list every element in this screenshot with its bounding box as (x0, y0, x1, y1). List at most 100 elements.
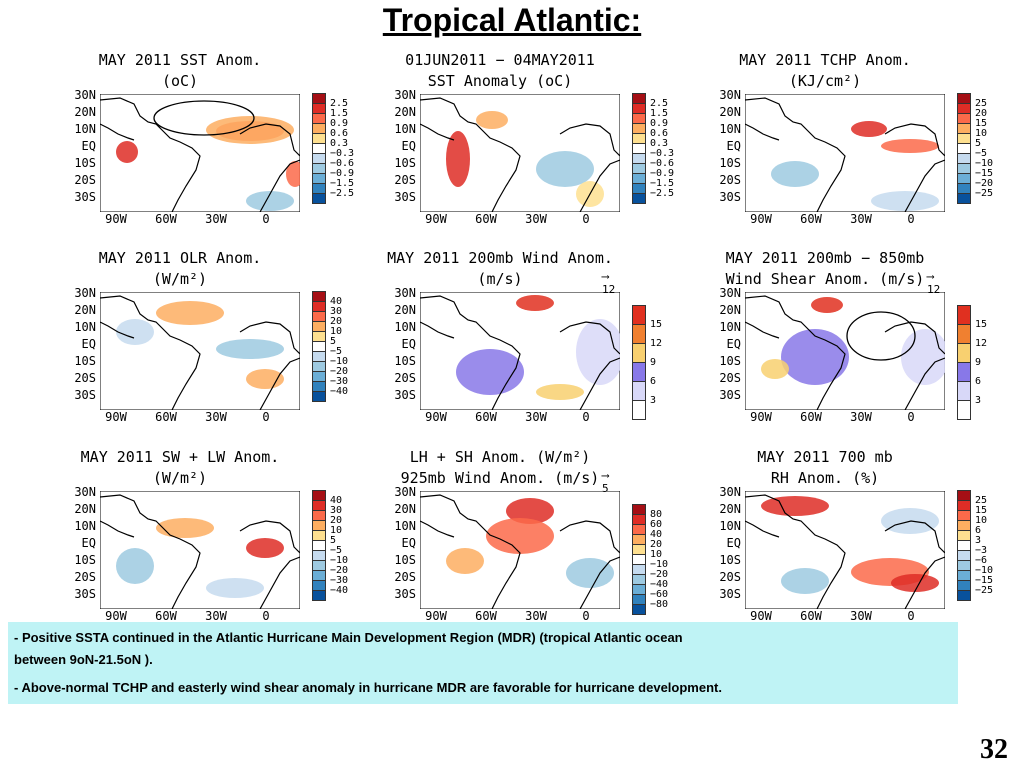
lon-tick-label: 0 (582, 609, 590, 623)
anomaly-map (745, 94, 945, 212)
lat-tick-label: 20S (74, 173, 96, 187)
panel-title: MAY 2011 TCHP Anom. (KJ/cm²) (675, 50, 975, 92)
coastline (420, 97, 620, 212)
colorbar-tick-label: 6 (975, 525, 982, 536)
anomaly-region (871, 191, 939, 211)
anomaly-region (476, 111, 508, 129)
colorbar-swatch (957, 381, 971, 401)
colorbar-tick-label: −60 (650, 589, 669, 600)
anomaly-region (216, 339, 284, 359)
mdr-highlight-circle (153, 100, 255, 136)
lat-tick-label: 20S (719, 371, 741, 385)
colorbar (312, 93, 326, 204)
colorbar-tick-label: 12 (650, 338, 663, 349)
wind-arrow-icon: ⟶ (602, 469, 609, 482)
panel-title-line-1: MAY 2011 TCHP Anom. (739, 51, 911, 69)
anomaly-map (420, 292, 620, 410)
colorbar-swatch (957, 324, 971, 344)
colorbar-tick-label: 10 (975, 128, 988, 139)
colorbar-tick-label: 10 (330, 326, 343, 337)
coastline (745, 295, 945, 410)
lon-tick-label: 90W (750, 609, 772, 623)
panel-title-line-1: MAY 2011 SST Anom. (98, 51, 262, 69)
colorbar-tick-label: −20 (650, 569, 669, 580)
anomaly-region (446, 131, 470, 187)
colorbar-tick-label: 5 (330, 535, 337, 546)
lat-tick-label: 10S (719, 354, 741, 368)
slide-number: 32 (980, 734, 1008, 765)
lat-tick-label: 10S (74, 553, 96, 567)
colorbar-tick-label: −2.5 (650, 188, 675, 199)
colorbar-tick-label: 5 (975, 138, 982, 149)
lat-tick-label: 10S (394, 156, 416, 170)
colorbar-swatch (957, 193, 971, 204)
colorbar-tick-label: 25 (975, 495, 988, 506)
panel-title-line-2: SST Anomaly (oC) (427, 72, 573, 90)
lat-tick-label: EQ (401, 536, 416, 550)
slide-title: Tropical Atlantic: (382, 2, 642, 38)
lon-tick-label: 30W (850, 410, 872, 424)
lon-tick-label: 30W (525, 410, 547, 424)
anomaly-region (771, 161, 819, 187)
lat-tick-label: 20S (394, 173, 416, 187)
colorbar-tick-label: −15 (975, 575, 994, 586)
lon-tick-label: 0 (907, 609, 915, 623)
colorbar-tick-label: −10 (330, 555, 349, 566)
colorbar-tick-label: 20 (330, 515, 343, 526)
anomaly-region (891, 574, 939, 592)
colorbar-tick-label: 15 (975, 118, 988, 129)
lat-tick-label: 30S (719, 587, 741, 601)
coastline (420, 295, 620, 410)
anomaly-region (116, 319, 154, 345)
anomaly-region (246, 191, 294, 211)
colorbar-tick-label: −15 (975, 168, 994, 179)
anomaly-region (156, 301, 224, 325)
lon-tick-label: 60W (475, 609, 497, 623)
summary-box: - Positive SSTA continued in the Atlanti… (8, 622, 958, 704)
anomaly-region (246, 538, 284, 558)
colorbar-swatch (632, 324, 646, 344)
anomaly-region (286, 161, 300, 187)
colorbar-tick-label: −0.3 (650, 148, 675, 159)
bullet-1-line-1: - Positive SSTA continued in the Atlanti… (14, 630, 683, 645)
lat-tick-label: 20N (394, 303, 416, 317)
anomaly-region (761, 359, 789, 379)
lat-tick-label: EQ (81, 337, 96, 351)
panel-title: MAY 2011 OLR Anom. (W/m²) (30, 248, 330, 290)
colorbar-swatch (632, 604, 646, 615)
colorbar-tick-label: −20 (330, 565, 349, 576)
map-panel-1: MAY 2011 SST Anom. (oC) 30N 20N 10N EQ 10S 20S 3… (30, 50, 360, 240)
panel-title: MAY 2011 SW + LW Anom. (W/m²) (30, 447, 330, 489)
bullet-2: - Above-normal TCHP and easterly wind sh… (14, 680, 722, 695)
colorbar-tick-label: 6 (650, 376, 657, 387)
anomaly-region (881, 139, 939, 153)
mdr-highlight-circle (846, 311, 916, 361)
anomaly-map (100, 491, 300, 609)
lon-tick-label: 0 (262, 410, 270, 424)
anomaly-region (576, 319, 620, 385)
lat-tick-label: 20S (394, 371, 416, 385)
anomaly-map (420, 94, 620, 212)
colorbar-swatch (632, 343, 646, 363)
panel-title: MAY 2011 700 mb RH Anom. (%) (675, 447, 975, 489)
colorbar (632, 93, 646, 204)
lon-tick-label: 60W (800, 212, 822, 226)
colorbar-tick-label: −5 (330, 545, 343, 556)
colorbar-tick-label: 0.6 (650, 128, 669, 139)
anomaly-region (811, 297, 843, 313)
lon-tick-label: 60W (475, 212, 497, 226)
colorbar-tick-label: 5 (330, 336, 337, 347)
colorbar-tick-label: 3 (975, 535, 982, 546)
lon-tick-label: 0 (582, 410, 590, 424)
colorbar-swatch (312, 193, 326, 204)
colorbar (312, 490, 326, 601)
map-panel-6: MAY 2011 200mb − 850mb Wind Shear Anom. (… (675, 248, 1005, 438)
anomaly-region (116, 141, 138, 163)
wind-reference-value: 12 (602, 283, 616, 296)
panel-title-line-1: MAY 2011 700 mb (757, 448, 893, 466)
colorbar-tick-label: 9 (650, 357, 657, 368)
lon-tick-label: 60W (800, 609, 822, 623)
colorbar-tick-label: 15 (975, 505, 988, 516)
colorbar-swatch (957, 400, 971, 420)
colorbar-tick-label: 30 (330, 505, 343, 516)
